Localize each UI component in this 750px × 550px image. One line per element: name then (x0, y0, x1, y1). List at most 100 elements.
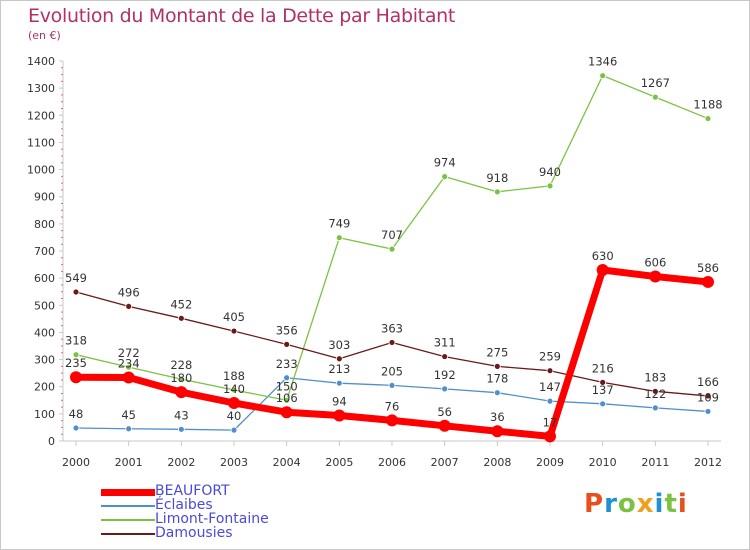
legend-label: Damousies (155, 525, 233, 541)
data-label: 94 (332, 394, 347, 408)
data-label: 630 (592, 249, 614, 263)
data-label: 183 (644, 370, 666, 384)
data-label: 235 (65, 356, 87, 370)
data-point (177, 314, 185, 322)
data-label: 452 (170, 297, 192, 311)
data-label: 216 (592, 361, 614, 375)
data-point (651, 404, 659, 412)
data-point (546, 182, 554, 190)
data-point (546, 397, 554, 405)
data-point (70, 371, 82, 384)
data-label: 272 (118, 346, 140, 360)
data-point (283, 340, 291, 348)
data-label: 259 (539, 350, 561, 364)
data-label: 76 (385, 399, 400, 413)
y-tick-label: 600 (34, 272, 55, 285)
logo-letter: i (654, 489, 665, 519)
data-label: 106 (276, 391, 298, 405)
logo-letter: P (584, 489, 605, 519)
data-labels-layer: 48 45 43 40 233 213 205 192 178 147 137 122 109 318 27… (65, 55, 723, 430)
y-tick-label: 100 (34, 408, 55, 421)
data-label: 228 (170, 358, 192, 372)
data-label: 1188 (693, 98, 722, 112)
data-point (230, 327, 238, 335)
x-tick-label: 2001 (115, 456, 143, 469)
y-tick-label: 500 (34, 299, 55, 312)
data-point (280, 406, 293, 419)
legend-label: Limont-Fontaine (155, 511, 269, 527)
legend-label: BEAUFORT (155, 483, 230, 499)
data-point (544, 430, 556, 443)
data-label: 109 (697, 390, 719, 404)
legend-label: Éclaibes (155, 497, 213, 513)
data-point (546, 367, 554, 375)
data-label: 974 (434, 156, 456, 170)
data-label: 318 (65, 334, 87, 348)
data-label: 363 (381, 321, 403, 335)
data-point (704, 392, 712, 400)
y-tick-label: 1300 (27, 82, 55, 95)
data-point (72, 288, 80, 296)
series--claibes (72, 374, 712, 434)
data-label: 356 (276, 323, 298, 337)
data-label: 40 (227, 409, 242, 423)
data-point (388, 245, 396, 253)
logo-letter: x (636, 489, 655, 519)
data-label: 147 (539, 380, 561, 394)
legend-swatch (101, 519, 155, 521)
x-tick-label: 2000 (62, 456, 90, 469)
data-label: 178 (486, 372, 508, 386)
data-point (283, 396, 291, 404)
data-point (441, 385, 449, 393)
y-tick-label: 1400 (27, 55, 55, 68)
x-tick-label: 2011 (641, 456, 669, 469)
data-label: 150 (276, 379, 298, 393)
x-tick-label: 2012 (694, 456, 722, 469)
data-point (493, 362, 501, 370)
data-label: 180 (170, 371, 192, 385)
data-label: 56 (437, 405, 452, 419)
data-label: 233 (276, 357, 298, 371)
series-limont-fontaine (72, 72, 712, 404)
y-tick-label: 200 (34, 381, 55, 394)
axes: 0 100 200 300 400 500 600 700 800 900 1000 1100 1200… (27, 55, 722, 469)
data-point (651, 387, 659, 395)
legend-swatch (101, 505, 155, 507)
data-label: 205 (381, 364, 403, 378)
data-label: 1267 (641, 76, 670, 90)
y-tick-label: 300 (34, 354, 55, 367)
data-point (388, 339, 396, 346)
x-tick-label: 2004 (273, 456, 301, 469)
chart-unit-label: (en €) (28, 29, 61, 42)
data-point (704, 115, 712, 122)
data-point (651, 93, 659, 101)
data-point (438, 419, 451, 432)
data-label: 1346 (588, 55, 617, 69)
data-label: 137 (592, 383, 614, 397)
data-label: 48 (69, 407, 84, 421)
data-point (175, 386, 188, 399)
y-tick-label: 1200 (27, 109, 55, 122)
data-point (649, 270, 662, 283)
data-point (386, 414, 398, 427)
data-label: 36 (490, 410, 505, 424)
legend-swatch (101, 533, 155, 535)
data-point (230, 426, 238, 434)
data-label: 586 (697, 261, 719, 275)
data-point (72, 424, 80, 432)
data-point (228, 397, 240, 409)
data-point (441, 353, 449, 360)
y-tick-label: 800 (34, 218, 55, 231)
data-point (125, 363, 133, 371)
data-point (283, 374, 291, 382)
data-point (493, 389, 501, 397)
series-damousies (72, 288, 712, 400)
data-point (125, 425, 133, 433)
data-point (335, 379, 343, 387)
data-label: 140 (223, 382, 245, 396)
data-label: 122 (644, 387, 666, 401)
data-point (335, 234, 343, 242)
data-point (72, 351, 80, 359)
data-point (702, 275, 714, 288)
